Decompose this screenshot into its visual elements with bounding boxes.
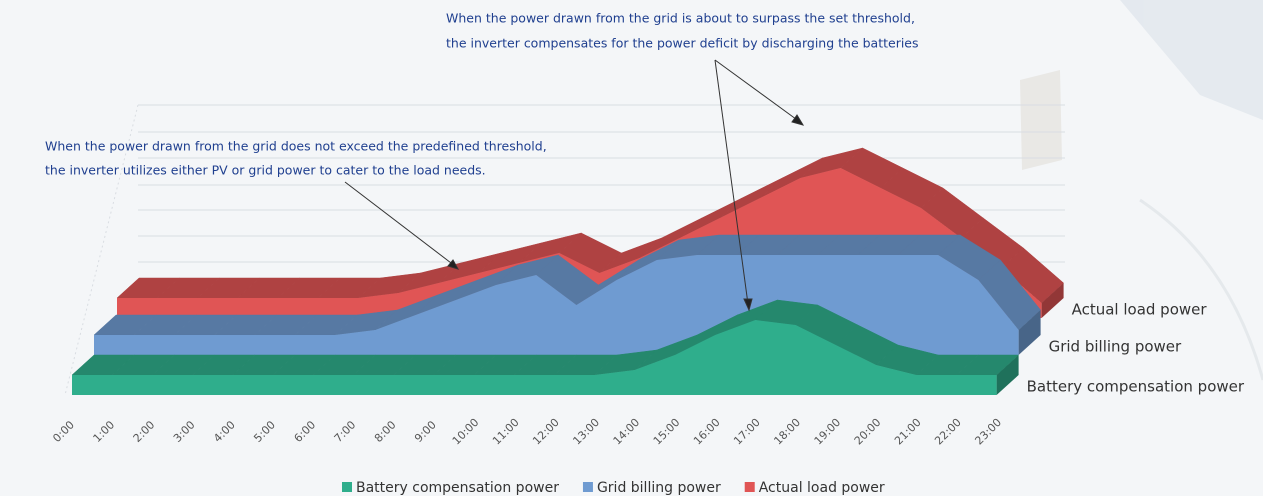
x-tick-label: 21:00: [892, 416, 924, 448]
x-tick-label: 9:00: [412, 418, 439, 445]
legend-swatch: [583, 482, 593, 492]
legend-label: Battery compensation power: [356, 480, 559, 496]
annotation-line: When the power drawn from the grid does …: [45, 139, 547, 154]
x-tick-label: 15:00: [651, 416, 683, 448]
x-tick-label: 17:00: [731, 416, 763, 448]
x-tick-label: 20:00: [852, 416, 884, 448]
legend-label: Grid billing power: [597, 480, 721, 496]
x-tick-label: 19:00: [812, 416, 844, 448]
x-tick-label: 12:00: [530, 416, 562, 448]
x-tick-label: 23:00: [972, 416, 1004, 448]
x-tick-label: 0:00: [50, 418, 77, 445]
annotation-line: When the power drawn from the grid is ab…: [446, 11, 915, 26]
x-tick-label: 7:00: [332, 418, 359, 445]
x-tick-label: 13:00: [570, 416, 602, 448]
chart: When the power drawn from the grid does …: [0, 0, 1263, 496]
x-tick-label: 22:00: [932, 416, 964, 448]
x-tick-label: 4:00: [211, 418, 238, 445]
annotation-line: the inverter utilizes either PV or grid …: [45, 163, 486, 178]
x-tick-label: 3:00: [171, 418, 198, 445]
legend-label: Actual load power: [759, 480, 885, 496]
x-tick-label: 5:00: [251, 418, 278, 445]
x-tick-label: 14:00: [611, 416, 643, 448]
x-tick-label: 18:00: [771, 416, 803, 448]
x-tick-label: 6:00: [292, 418, 319, 445]
x-tick-label: 8:00: [372, 418, 399, 445]
x-tick-label: 10:00: [450, 416, 482, 448]
legend-swatch: [745, 482, 755, 492]
x-tick-label: 2:00: [131, 418, 158, 445]
series-label: Grid billing power: [1049, 338, 1182, 356]
x-tick-label: 11:00: [490, 416, 522, 448]
series-label: Actual load power: [1072, 301, 1208, 319]
x-tick-label: 16:00: [691, 416, 723, 448]
background-decoration: [1020, 0, 1263, 380]
series-label: Battery compensation power: [1027, 378, 1245, 396]
x-tick-label: 1:00: [91, 418, 118, 445]
legend-swatch: [342, 482, 352, 492]
annotation-line: the inverter compensates for the power d…: [446, 36, 919, 51]
